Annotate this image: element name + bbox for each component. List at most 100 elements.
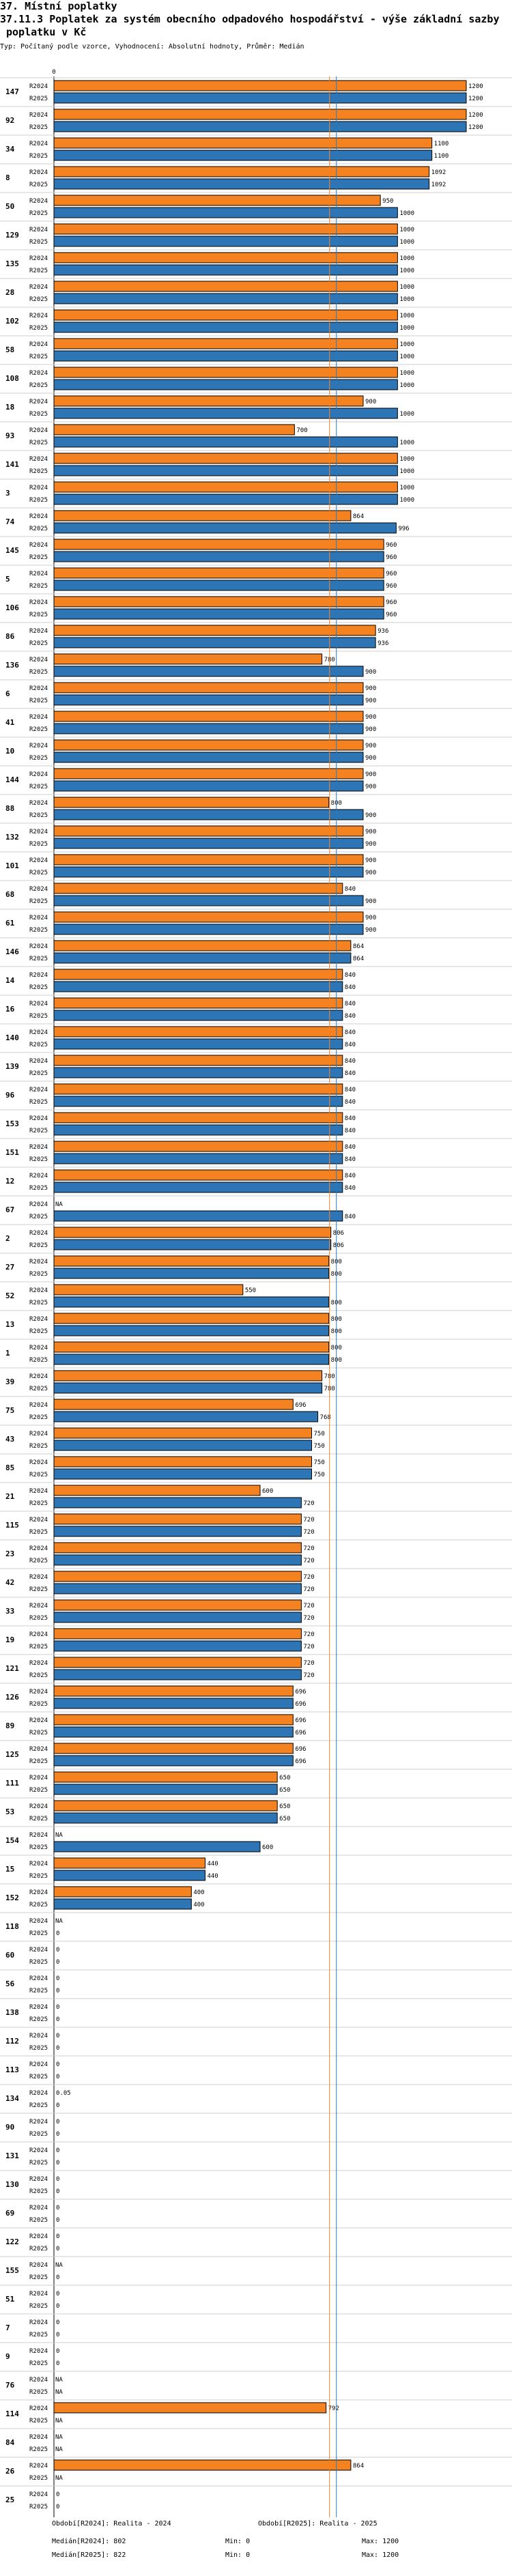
series-label-r2025: R2025 <box>29 239 48 246</box>
bar-value-label: 950 <box>382 198 393 205</box>
bar-r2024 <box>53 1026 343 1037</box>
series-label-r2025: R2025 <box>29 354 48 360</box>
bar-value-label: 900 <box>365 829 376 835</box>
bar-value-label: 1200 <box>468 124 483 131</box>
series-label-r2025: R2025 <box>29 1328 48 1335</box>
missing-value-label: NA <box>55 2475 63 2482</box>
series-label-r2024: R2024 <box>29 571 48 577</box>
row-id-label: 58 <box>5 345 14 354</box>
bar-value-label: 0 <box>56 2233 59 2240</box>
row-id-label: 136 <box>5 661 19 670</box>
bar-value-label: 0.05 <box>56 2090 71 2097</box>
series-label-r2025: R2025 <box>29 698 48 704</box>
series-label-r2024: R2024 <box>29 2004 48 2011</box>
bar-value-label: 0 <box>56 2004 59 2011</box>
bar-value-label: 750 <box>314 1459 325 1466</box>
series-label-r2024: R2024 <box>29 370 48 377</box>
row-id-label: 26 <box>5 2467 15 2476</box>
series-label-r2025: R2025 <box>29 1242 48 1249</box>
bar-r2024 <box>53 1485 261 1496</box>
series-label-r2025: R2025 <box>29 210 48 217</box>
series-label-r2025: R2025 <box>29 1730 48 1736</box>
bar-value-label: 900 <box>365 669 376 676</box>
series-label-r2024: R2024 <box>29 1087 48 1093</box>
series-label-r2024: R2024 <box>29 1631 48 1638</box>
series-label-r2025: R2025 <box>29 1529 48 1536</box>
series-label-r2025: R2025 <box>29 1099 48 1106</box>
row-id-label: 39 <box>5 1377 14 1386</box>
bar-value-label: 1000 <box>399 296 414 303</box>
bar-r2024 <box>53 1657 302 1668</box>
bar-value-label: 806 <box>333 1230 344 1237</box>
row-id-label: 16 <box>5 1005 15 1014</box>
row-id-label: 144 <box>5 775 19 784</box>
series-label-r2025: R2025 <box>29 898 48 905</box>
median-2025-label: Medián[R2025]: 822 <box>52 2551 126 2559</box>
bar-value-label: 750 <box>314 1443 325 1450</box>
row-id-label: 147 <box>5 87 19 96</box>
bar-value-label: 840 <box>345 1128 356 1134</box>
missing-value-label: NA <box>55 2377 63 2384</box>
bar-r2024 <box>53 1341 330 1353</box>
series-label-r2025: R2025 <box>29 2102 48 2109</box>
bar-r2024 <box>53 252 398 263</box>
bar-r2025 <box>53 1010 343 1021</box>
series-label-r2025: R2025 <box>29 1500 48 1507</box>
row-id-label: 12 <box>5 1177 14 1186</box>
bar-value-label: 0 <box>56 1930 59 1937</box>
row-id-label: 51 <box>5 2295 15 2304</box>
series-label-r2024: R2024 <box>29 2348 48 2355</box>
bar-value-label: 440 <box>207 1861 218 1867</box>
bar-r2024 <box>53 309 398 321</box>
bar-value-label: 720 <box>303 1586 314 1593</box>
series-label-r2024: R2024 <box>29 1058 48 1065</box>
bar-value-label: 0 <box>56 2033 59 2040</box>
series-label-r2025: R2025 <box>29 1443 48 1450</box>
row-id-label: 41 <box>5 718 15 727</box>
series-label-r2025: R2025 <box>29 1701 48 1708</box>
series-label-r2025: R2025 <box>29 1128 48 1134</box>
row-id-label: 7 <box>5 2323 10 2332</box>
bar-r2024 <box>53 1743 294 1754</box>
bar-value-label: 864 <box>353 943 364 950</box>
bar-value-label: 960 <box>386 554 397 561</box>
row-id-label: 135 <box>5 259 19 268</box>
bar-value-label: 0 <box>56 2205 59 2212</box>
bar-value-label: 696 <box>295 1746 306 1753</box>
bar-value-label: 1000 <box>399 341 414 348</box>
bar-r2024 <box>53 1599 302 1611</box>
bar-value-label: 840 <box>345 886 356 893</box>
bar-value-label: 0 <box>56 2188 59 2195</box>
row-id-label: 86 <box>5 632 15 641</box>
series-label-r2025: R2025 <box>29 1386 48 1392</box>
row-id-label: 68 <box>5 890 14 899</box>
row-id-label: 151 <box>5 1148 19 1157</box>
series-label-r2024: R2024 <box>29 2147 48 2154</box>
row-id-label: 141 <box>5 460 19 469</box>
series-label-r2024: R2024 <box>29 1373 48 1380</box>
bar-r2024 <box>53 1284 244 1296</box>
bar-value-label: 806 <box>333 1242 344 1249</box>
bar-value-label: 768 <box>320 1414 331 1421</box>
bar-value-label: 600 <box>262 1488 273 1495</box>
series-label-r2025: R2025 <box>29 784 48 790</box>
bar-r2024 <box>53 2402 327 2414</box>
bar-r2024 <box>53 1571 302 1582</box>
bar-value-label: 960 <box>386 542 397 549</box>
bar-value-label: 960 <box>386 571 397 577</box>
series-label-r2025: R2025 <box>29 1902 48 1908</box>
bar-r2025 <box>53 1726 294 1738</box>
row-id-label: 18 <box>5 403 14 412</box>
bar-r2025 <box>53 1497 302 1508</box>
bar-value-label: 840 <box>345 1099 356 1106</box>
bar-r2025 <box>53 1124 343 1136</box>
series-label-r2025: R2025 <box>29 526 48 532</box>
row-id-label: 125 <box>5 1750 19 1759</box>
bar-value-label: 0 <box>56 2274 59 2281</box>
row-id-label: 74 <box>5 517 15 526</box>
series-label-r2024: R2024 <box>29 1144 48 1151</box>
series-label-r2024: R2024 <box>29 513 48 520</box>
bar-r2024 <box>53 1456 312 1468</box>
bar-r2025 <box>53 1296 330 1308</box>
series-label-r2025: R2025 <box>29 1615 48 1622</box>
